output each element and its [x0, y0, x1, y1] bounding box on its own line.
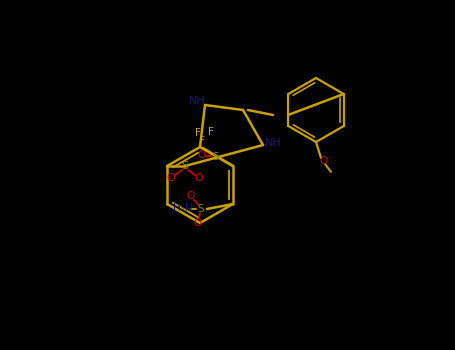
Text: NH: NH [265, 138, 281, 148]
Text: F: F [195, 128, 201, 138]
Text: O: O [167, 173, 176, 183]
Text: S: S [212, 152, 219, 162]
Text: F: F [199, 136, 205, 146]
Text: F: F [208, 127, 214, 137]
Text: S: S [182, 161, 189, 171]
Text: O: O [187, 191, 195, 201]
Text: NH: NH [189, 96, 205, 106]
Text: O: O [195, 173, 203, 183]
Text: O: O [198, 150, 206, 160]
Text: H₂N: H₂N [173, 203, 193, 213]
Text: O: O [319, 156, 327, 166]
Text: S: S [197, 204, 204, 214]
Text: O: O [194, 218, 202, 228]
